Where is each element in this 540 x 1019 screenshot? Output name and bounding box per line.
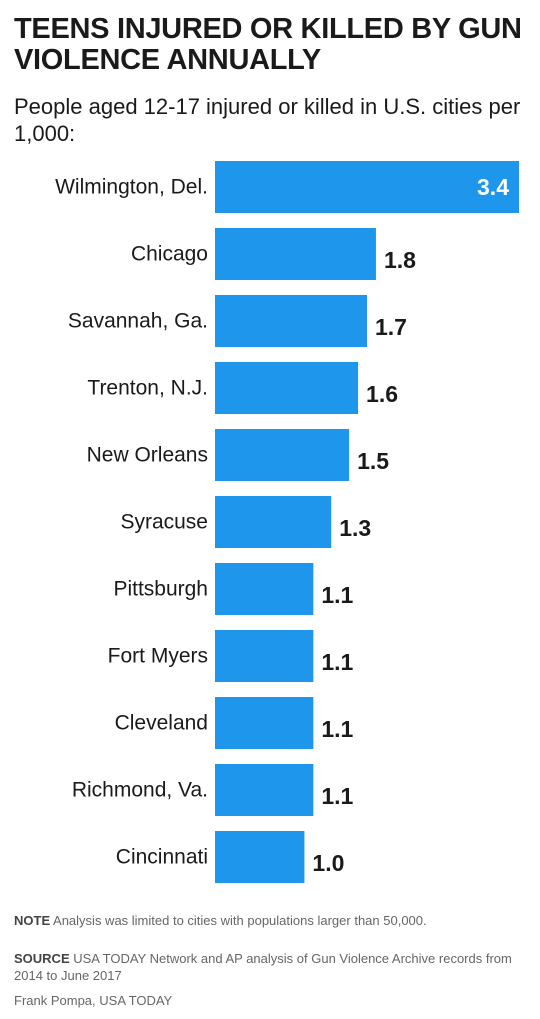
value-label: 3.4	[477, 174, 509, 200]
category-label: Chicago	[131, 243, 208, 266]
value-label: 1.8	[384, 247, 416, 273]
note: NOTE Analysis was limited to cities with…	[14, 912, 519, 929]
bar	[215, 429, 350, 481]
bar	[215, 362, 359, 414]
source-text: USA TODAY Network and AP analysis of Gun…	[14, 951, 512, 983]
category-label: Pittsburgh	[113, 578, 208, 601]
category-label: Savannah, Ga.	[68, 310, 208, 333]
source-label: SOURCE	[14, 951, 70, 966]
note-label: NOTE	[14, 913, 51, 928]
category-label: New Orleans	[87, 444, 208, 467]
credit: Frank Pompa, USA TODAY	[14, 993, 173, 1008]
chart-subtitle: People aged 12-17 injured or killed in U…	[14, 94, 521, 146]
bar	[215, 295, 367, 347]
source: SOURCE USA TODAY Network and AP analysis…	[14, 950, 519, 984]
category-label: Syracuse	[120, 511, 208, 534]
bar	[215, 161, 519, 213]
bar	[215, 831, 305, 883]
note-text: Analysis was limited to cities with popu…	[53, 913, 427, 928]
category-label: Wilmington, Del.	[55, 176, 208, 199]
category-label: Trenton, N.J.	[87, 377, 208, 400]
category-label: Cincinnati	[116, 846, 208, 869]
category-label: Fort Myers	[108, 645, 208, 668]
bar	[215, 697, 314, 749]
value-label: 1.3	[339, 515, 371, 541]
bar	[215, 630, 314, 682]
category-label: Cleveland	[115, 712, 208, 735]
value-label: 1.1	[321, 716, 353, 742]
value-label: 1.0	[312, 850, 344, 876]
category-label: Richmond, Va.	[72, 779, 208, 802]
bar	[215, 496, 332, 548]
value-label: 1.7	[375, 314, 407, 340]
value-label: 1.5	[357, 448, 389, 474]
bar	[215, 228, 376, 280]
value-label: 1.1	[321, 582, 353, 608]
value-label: 1.1	[321, 783, 353, 809]
value-label: 1.1	[321, 649, 353, 675]
value-label: 1.6	[366, 381, 398, 407]
bar	[215, 764, 314, 816]
bar	[215, 563, 314, 615]
bar-chart: Wilmington, Del. 3.4 Chicago 1.8 Savannah, G…	[55, 161, 519, 883]
chart-title: TEENS INJURED OR KILLED BY GUN VIOLENCE …	[14, 13, 522, 76]
